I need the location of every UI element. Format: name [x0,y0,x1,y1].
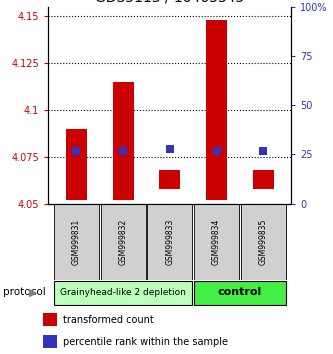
Text: GSM999835: GSM999835 [259,218,268,265]
Bar [206,20,227,200]
Text: GSM999832: GSM999832 [119,218,128,265]
Point [74,148,79,153]
Bar [101,204,146,280]
Text: GSM999831: GSM999831 [72,218,81,265]
Point [214,148,219,153]
Bar [54,204,99,280]
Bar [66,129,87,200]
Bar [159,170,180,189]
Text: percentile rank within the sample: percentile rank within the sample [63,337,228,347]
Bar [43,335,57,348]
Bar [194,204,239,280]
Text: transformed count: transformed count [63,315,154,325]
Point [261,148,266,153]
Point [167,146,172,152]
Text: control: control [218,287,262,297]
Bar [113,82,134,200]
Bar [241,204,286,280]
Text: protocol: protocol [3,287,46,297]
Text: Grainyhead-like 2 depletion: Grainyhead-like 2 depletion [60,288,186,297]
Text: GSM999833: GSM999833 [165,218,174,265]
Bar [148,204,192,280]
Title: GDS5113 / 10463345: GDS5113 / 10463345 [95,0,244,5]
Bar [253,170,274,189]
Point [121,148,126,153]
Bar [194,281,286,305]
Text: GSM999834: GSM999834 [212,218,221,265]
Text: ▶: ▶ [29,287,38,297]
Bar [54,281,192,305]
Bar [43,313,57,326]
